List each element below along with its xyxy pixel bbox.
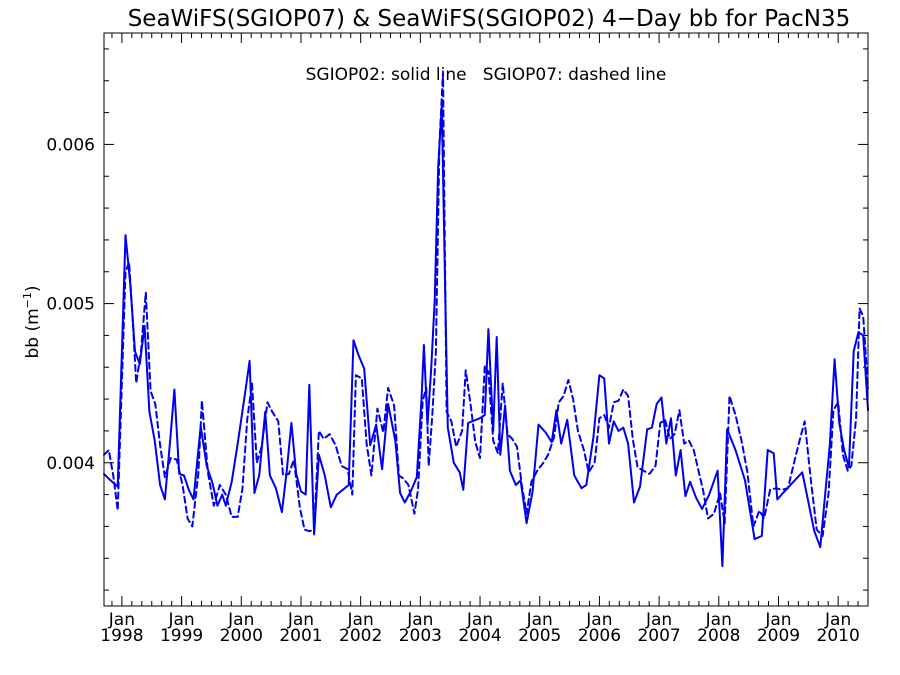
x-tick-month-label: Jan [645, 610, 672, 630]
series-line-sgiop07 [103, 71, 869, 537]
x-tick-year-label: 2002 [339, 626, 382, 646]
x-tick-month-label: Jan [287, 610, 314, 630]
x-tick-month-label: Jan [824, 610, 851, 630]
x-tick-month-label: Jan [347, 610, 374, 630]
x-tick-year-label: 1999 [160, 626, 203, 646]
y-tick-label: 0.006 [46, 135, 95, 155]
series-line-sgiop02 [103, 105, 869, 568]
x-tick-month-label: Jan [526, 610, 553, 630]
x-tick-year-label: 2010 [817, 626, 860, 646]
x-tick-year-label: 2007 [637, 626, 680, 646]
chart-title: SeaWiFS(SGIOP07) & SeaWiFS(SGIOP02) 4−Da… [128, 6, 851, 32]
y-axis-label-text: bb (m [23, 308, 43, 358]
x-tick-month-label: Jan [764, 610, 791, 630]
x-tick-year-label: 2005 [518, 626, 561, 646]
x-tick-year-label: 2004 [458, 626, 501, 646]
y-axis-label: bb (m−1) [21, 285, 43, 358]
x-tick-year-label: 2006 [578, 626, 621, 646]
x-tick-month-label: Jan [227, 610, 254, 630]
y-axis-label-close: ) [23, 285, 43, 292]
tick-labels: 0.0040.0050.006Jan1998Jan1999Jan2000Jan2… [46, 135, 859, 646]
x-tick-year-label: 2009 [757, 626, 800, 646]
line-style-annotation: SGIOP02: solid line SGIOP07: dashed line [306, 65, 667, 85]
axis-ticks [104, 33, 868, 606]
x-tick-month-label: Jan [406, 610, 433, 630]
y-axis-label-exponent: −1 [21, 292, 34, 308]
series-layer [103, 71, 869, 568]
y-tick-label: 0.005 [46, 295, 95, 315]
x-tick-year-label: 2003 [399, 626, 442, 646]
x-tick-month-label: Jan [167, 610, 194, 630]
y-tick-label: 0.004 [46, 454, 95, 474]
x-tick-month-label: Jan [705, 610, 732, 630]
x-tick-month-label: Jan [585, 610, 612, 630]
plot-frame [103, 32, 869, 607]
x-tick-month-label: Jan [466, 610, 493, 630]
x-tick-year-label: 2001 [279, 626, 322, 646]
x-tick-year-label: 1998 [100, 626, 143, 646]
x-tick-year-label: 2000 [220, 626, 263, 646]
x-tick-month-label: Jan [108, 610, 135, 630]
x-tick-year-label: 2008 [697, 626, 740, 646]
